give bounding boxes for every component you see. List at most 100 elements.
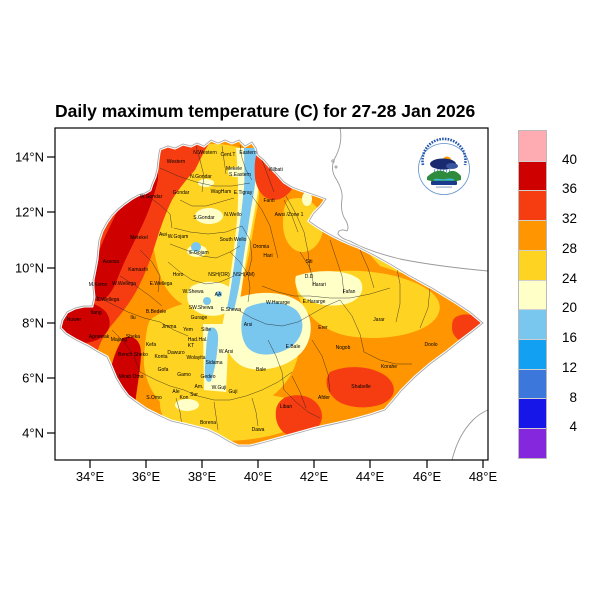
somalia-indian-ocean-coast <box>451 409 489 461</box>
colorbar-segment <box>519 190 546 221</box>
y-tick-label: 6°N <box>22 371 44 386</box>
colorbar-segment <box>519 339 546 369</box>
x-tick-label: 46°E <box>413 469 442 484</box>
x-tick-label: 36°E <box>132 469 161 484</box>
region-label: Doolo <box>424 342 437 348</box>
colorbar-tick-label: 8 <box>569 389 577 405</box>
region-label: Konta <box>154 354 167 360</box>
region-label: Horo <box>173 272 184 278</box>
region-label: Sur <box>190 392 198 398</box>
region-label: W.Guji <box>212 385 227 391</box>
region-label: Guji <box>229 389 238 395</box>
region-label: South Wello <box>220 237 247 243</box>
region-label: Sidama <box>206 360 223 366</box>
region-label: Erer <box>318 325 328 331</box>
colorbar-tick-label: 36 <box>561 181 577 197</box>
neighbor-coastlines <box>331 127 489 461</box>
colorbar-segment <box>519 160 546 191</box>
region-label: Liban <box>280 404 292 410</box>
region-label: Gedeo <box>200 374 215 380</box>
region-label: Yem <box>183 327 193 333</box>
region-label: Mirab Omo <box>119 374 144 380</box>
region-label: Sheka <box>126 334 140 340</box>
colorbar-segment <box>519 131 546 161</box>
ethiopia-outline <box>59 139 484 447</box>
region-label: Majang <box>111 337 128 343</box>
colorbar-segment <box>519 428 546 458</box>
region-label: Assosa <box>103 259 120 265</box>
x-tick-label: 40°E <box>244 469 273 484</box>
region-label: KT <box>188 343 194 349</box>
met-institute-logo-icon <box>418 137 470 195</box>
x-tick-label: 38°E <box>188 469 217 484</box>
y-tick-label: 4°N <box>22 426 44 441</box>
zone-borders <box>95 144 431 431</box>
region-label: S.Gondar <box>193 215 215 221</box>
y-tick-label: 8°N <box>22 316 44 331</box>
region-label: S.Omo <box>146 395 162 401</box>
region-label: Bale <box>256 367 266 373</box>
region-label: AA <box>215 292 222 298</box>
gulf-of-aden-coast <box>349 240 489 272</box>
region-label: Mekele <box>226 166 242 172</box>
region-label: Silte <box>201 327 211 333</box>
region-label: B.Bedele <box>146 309 167 315</box>
x-tick-label: 44°E <box>356 469 385 484</box>
region-label: Itang <box>90 310 101 316</box>
region-label: N.Wello <box>224 212 242 218</box>
region-label: Oromia <box>253 244 270 250</box>
region-label: E.Shewa <box>221 307 241 313</box>
region-label: N.Western <box>193 150 217 156</box>
region-label: Wolayita <box>186 355 205 361</box>
red-sea-coast <box>332 127 349 232</box>
region-label: E.Tigray <box>234 190 253 196</box>
y-tick-label: 14°N <box>15 150 44 165</box>
region-label: Cent.T <box>220 152 235 158</box>
plot-frame <box>54 127 489 461</box>
region-label: N.Gondar <box>190 174 212 180</box>
colorbar <box>518 130 547 459</box>
region-label: S.Eastern <box>229 172 251 178</box>
region-label: SW.Shewa <box>189 305 214 311</box>
region-label: W.Shewa <box>182 289 203 295</box>
page-title: Daily maximum temperature (C) for 27-28 … <box>55 101 476 121</box>
x-tick-label: 42°E <box>300 469 329 484</box>
region-label: Gamo <box>177 372 191 378</box>
colorbar-segment <box>519 398 546 429</box>
region-label: Awsi /Zone 1 <box>275 212 304 218</box>
region-label: Metekel <box>130 235 148 241</box>
region-label: D.D <box>305 274 314 280</box>
region-label: W.Arsi <box>219 349 233 355</box>
x-tick-label: 34°E <box>76 469 105 484</box>
y-tick-label: 10°N <box>15 261 44 276</box>
x-axis: 34°E 36°E 38°E 40°E 42°E 44°E 46°E 48°E <box>76 460 497 484</box>
colorbar-segment <box>519 249 546 280</box>
region-label: W.Gondar <box>140 194 163 200</box>
region-label: Fafan <box>343 289 356 295</box>
region-label: Dawa <box>252 427 265 433</box>
y-tick-label: 12°N <box>15 205 44 220</box>
region-label: Afder <box>318 395 330 401</box>
region-label: Siti <box>306 259 313 265</box>
region-label: Arsi <box>244 322 253 328</box>
region-labels: N.Western Western Cent.T Eastern MekeleS.Eas… <box>67 150 438 433</box>
region-label: Borena <box>200 420 216 426</box>
colorbar-tick-label: 12 <box>561 359 577 375</box>
region-label: Harari <box>312 282 326 288</box>
region-label: Ilu <box>130 315 136 321</box>
region-label: Korahe <box>381 364 397 370</box>
colorbar-tick-label: 16 <box>561 330 577 346</box>
region-label: Had. <box>188 337 199 343</box>
region-label: Gondar <box>173 190 190 196</box>
colorbar-segment <box>519 220 546 250</box>
region-label: Jarar <box>373 317 385 323</box>
region-label: Hari <box>263 253 272 259</box>
region-label: E.Wellega <box>150 281 173 287</box>
region-label: WagHam <box>211 189 232 195</box>
colorbar-tick-label: 28 <box>561 240 577 256</box>
y-axis: 14°N 12°N 10°N 8°N 6°N 4°N <box>15 150 55 441</box>
region-label: Hal. <box>199 337 208 343</box>
colorbar-tick-label: 20 <box>561 300 577 316</box>
region-label: Kefa <box>146 342 157 348</box>
